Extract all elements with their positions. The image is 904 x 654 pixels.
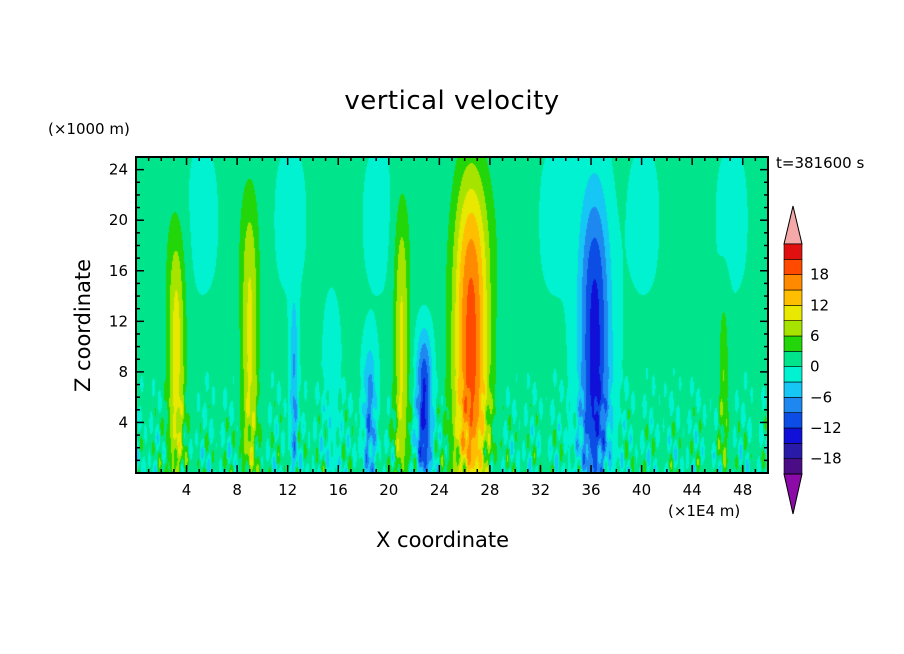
z-tick-label: 12 [109, 312, 128, 330]
contour-field [136, 157, 768, 473]
colorbar-swatch [783, 443, 803, 459]
x-axis-unit: (×1E4 m) [668, 502, 741, 520]
colorbar-swatch [783, 274, 803, 291]
z-tick-label: 20 [109, 211, 128, 229]
colorbar-under-arrow [783, 473, 803, 515]
colorbar-tick-label: 18 [810, 266, 829, 284]
colorbar-tick-label: 6 [810, 327, 820, 345]
colorbar-tick-label: −18 [810, 450, 842, 468]
x-tick-label: 28 [480, 481, 499, 499]
x-tick-label: 12 [278, 481, 297, 499]
colorbar-swatch [783, 366, 803, 383]
y-axis-label: Z coordinate [71, 258, 95, 392]
x-axis-label: X coordinate [376, 528, 510, 552]
colorbar-swatch [783, 320, 803, 337]
colorbar-tick-label: 0 [810, 358, 820, 376]
x-tick-label: 20 [379, 481, 398, 499]
z-tick-label: 4 [118, 413, 128, 431]
x-tick-label: 36 [581, 481, 600, 499]
colorbar-tick-label: −12 [810, 419, 842, 437]
colorbar-over-arrow [783, 205, 803, 245]
colorbar-swatch [783, 289, 803, 306]
colorbar-swatch [783, 381, 803, 398]
z-axis-unit: (×1000 m) [48, 120, 130, 138]
x-tick-label: 48 [733, 481, 752, 499]
colorbar-swatch [783, 259, 803, 275]
x-tick-label: 32 [531, 481, 550, 499]
time-label: t=381600 s [776, 154, 865, 172]
x-tick-label: 8 [232, 481, 242, 499]
colorbar-swatch [783, 397, 803, 413]
colorbar-swatch [783, 351, 803, 367]
colorbar-swatch [783, 305, 803, 321]
z-tick-label: 24 [109, 161, 128, 179]
x-tick-label: 24 [430, 481, 449, 499]
x-tick-label: 16 [329, 481, 348, 499]
colorbar-tick-label: 12 [810, 296, 829, 314]
colorbar-swatch [783, 335, 803, 352]
colorbar-swatch [783, 458, 803, 475]
colorbar-swatch [783, 412, 803, 429]
colorbar-swatch [783, 243, 803, 260]
x-tick-label: 44 [683, 481, 702, 499]
z-tick-label: 8 [118, 363, 128, 381]
x-tick-label: 4 [182, 481, 192, 499]
x-tick-label: 40 [632, 481, 651, 499]
colorbar-tick-label: −6 [810, 388, 832, 406]
z-tick-label: 16 [109, 262, 128, 280]
colorbar-swatch [783, 427, 803, 444]
chart-title: vertical velocity [344, 86, 560, 116]
